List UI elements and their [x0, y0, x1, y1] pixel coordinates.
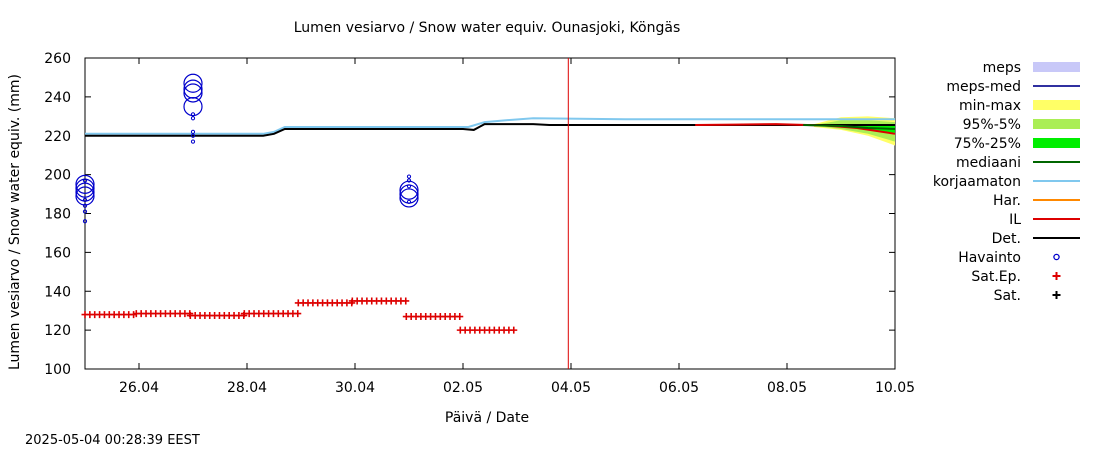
sat-ep-markers — [81, 297, 518, 334]
legend-label: Sat.Ep. — [971, 269, 1021, 285]
y-tick-label: 260 — [44, 51, 71, 67]
sat-ep-point — [402, 297, 410, 305]
series-line-korjaamaton — [85, 117, 895, 135]
y-tick-label: 180 — [44, 207, 71, 223]
chart-title: Lumen vesiarvo / Snow water equiv. Ounas… — [294, 20, 680, 36]
x-tick-label: 04.05 — [551, 380, 591, 396]
legend-swatch — [1053, 253, 1060, 261]
x-tick-label: 30.04 — [335, 380, 375, 396]
y-tick-label: 120 — [44, 323, 71, 339]
legend-label: meps-med — [946, 79, 1021, 95]
series-line-mediaani — [803, 124, 896, 130]
havainto-small-point — [190, 139, 196, 144]
sat-ep-point — [294, 310, 302, 318]
x-tick-label: 26.04 — [119, 380, 159, 396]
havainto-point — [183, 73, 203, 93]
legend-swatch — [1033, 119, 1080, 129]
legend-label: mediaani — [956, 155, 1021, 171]
series-line-det- — [85, 123, 895, 137]
legend-swatch — [1052, 272, 1061, 280]
sat-ep-point — [510, 326, 518, 334]
havainto-point — [183, 79, 203, 99]
x-tick-label: 06.05 — [659, 380, 699, 396]
forecast-bands — [814, 116, 895, 146]
havainto-point — [183, 83, 203, 103]
y-axis-label: Lumen vesiarvo / Snow water equiv. (mm) — [7, 74, 23, 370]
havainto-small-point — [406, 184, 412, 189]
legend-label: korjaamaton — [933, 174, 1021, 190]
timestamp: 2025-05-04 00:28:39 EEST — [25, 433, 200, 448]
legend-label: min-max — [959, 98, 1021, 114]
y-tick-label: 160 — [44, 245, 71, 261]
legend-label: IL — [1009, 212, 1021, 228]
legend-label: Det. — [992, 231, 1021, 247]
havainto-small-point — [190, 116, 196, 121]
legend-swatch — [1033, 62, 1080, 72]
y-tick-label: 200 — [44, 168, 71, 184]
legend: meps meps-med min-max 95%-5% 75%-25% mediaani… — [933, 60, 1080, 304]
legend-swatch — [1052, 291, 1061, 299]
x-tick-label: 28.04 — [227, 380, 267, 396]
havainto-point — [75, 186, 95, 206]
y-tick-label: 240 — [44, 90, 71, 106]
y-tick-label: 220 — [44, 129, 71, 145]
havainto-point — [399, 188, 419, 208]
havainto-small-point — [406, 178, 412, 183]
havainto-small-point — [82, 178, 88, 183]
havainto-small-point — [190, 129, 196, 134]
havainto-point — [399, 180, 419, 200]
legend-label: Havainto — [958, 250, 1021, 266]
series-line-il — [695, 123, 896, 135]
x-tick-label: 10.05 — [875, 380, 915, 396]
x-axis: 26.04 28.04 30.04 02.05 04.05 06.05 08.05 10.05 — [119, 58, 915, 396]
legend-label: meps — [983, 60, 1021, 76]
y-tick-label: 100 — [44, 362, 71, 378]
havainto-small-point — [406, 174, 412, 179]
sat-ep-point — [456, 313, 464, 321]
havainto-small-point — [190, 112, 196, 117]
havainto-small-point — [82, 197, 88, 202]
havainto-observations — [75, 73, 419, 224]
havainto-small-point — [82, 203, 88, 208]
legend-label: 95%-5% — [963, 117, 1021, 133]
plot-area-frame — [84, 57, 896, 370]
x-tick-label: 08.05 — [767, 380, 807, 396]
legend-label: Sat. — [994, 288, 1021, 304]
legend-label: 75%-25% — [954, 136, 1021, 152]
havainto-small-point — [82, 209, 88, 214]
legend-label: Har. — [993, 193, 1021, 209]
havainto-small-point — [406, 199, 412, 204]
legend-swatch — [1033, 100, 1080, 110]
havainto-small-point — [190, 133, 196, 138]
x-axis-label: Päivä / Date — [445, 410, 529, 426]
havainto-small-point — [82, 219, 88, 224]
x-tick-label: 02.05 — [443, 380, 483, 396]
y-tick-label: 140 — [44, 284, 71, 300]
series-lines — [85, 117, 896, 137]
legend-swatch — [1033, 138, 1080, 148]
havainto-point — [75, 174, 95, 194]
